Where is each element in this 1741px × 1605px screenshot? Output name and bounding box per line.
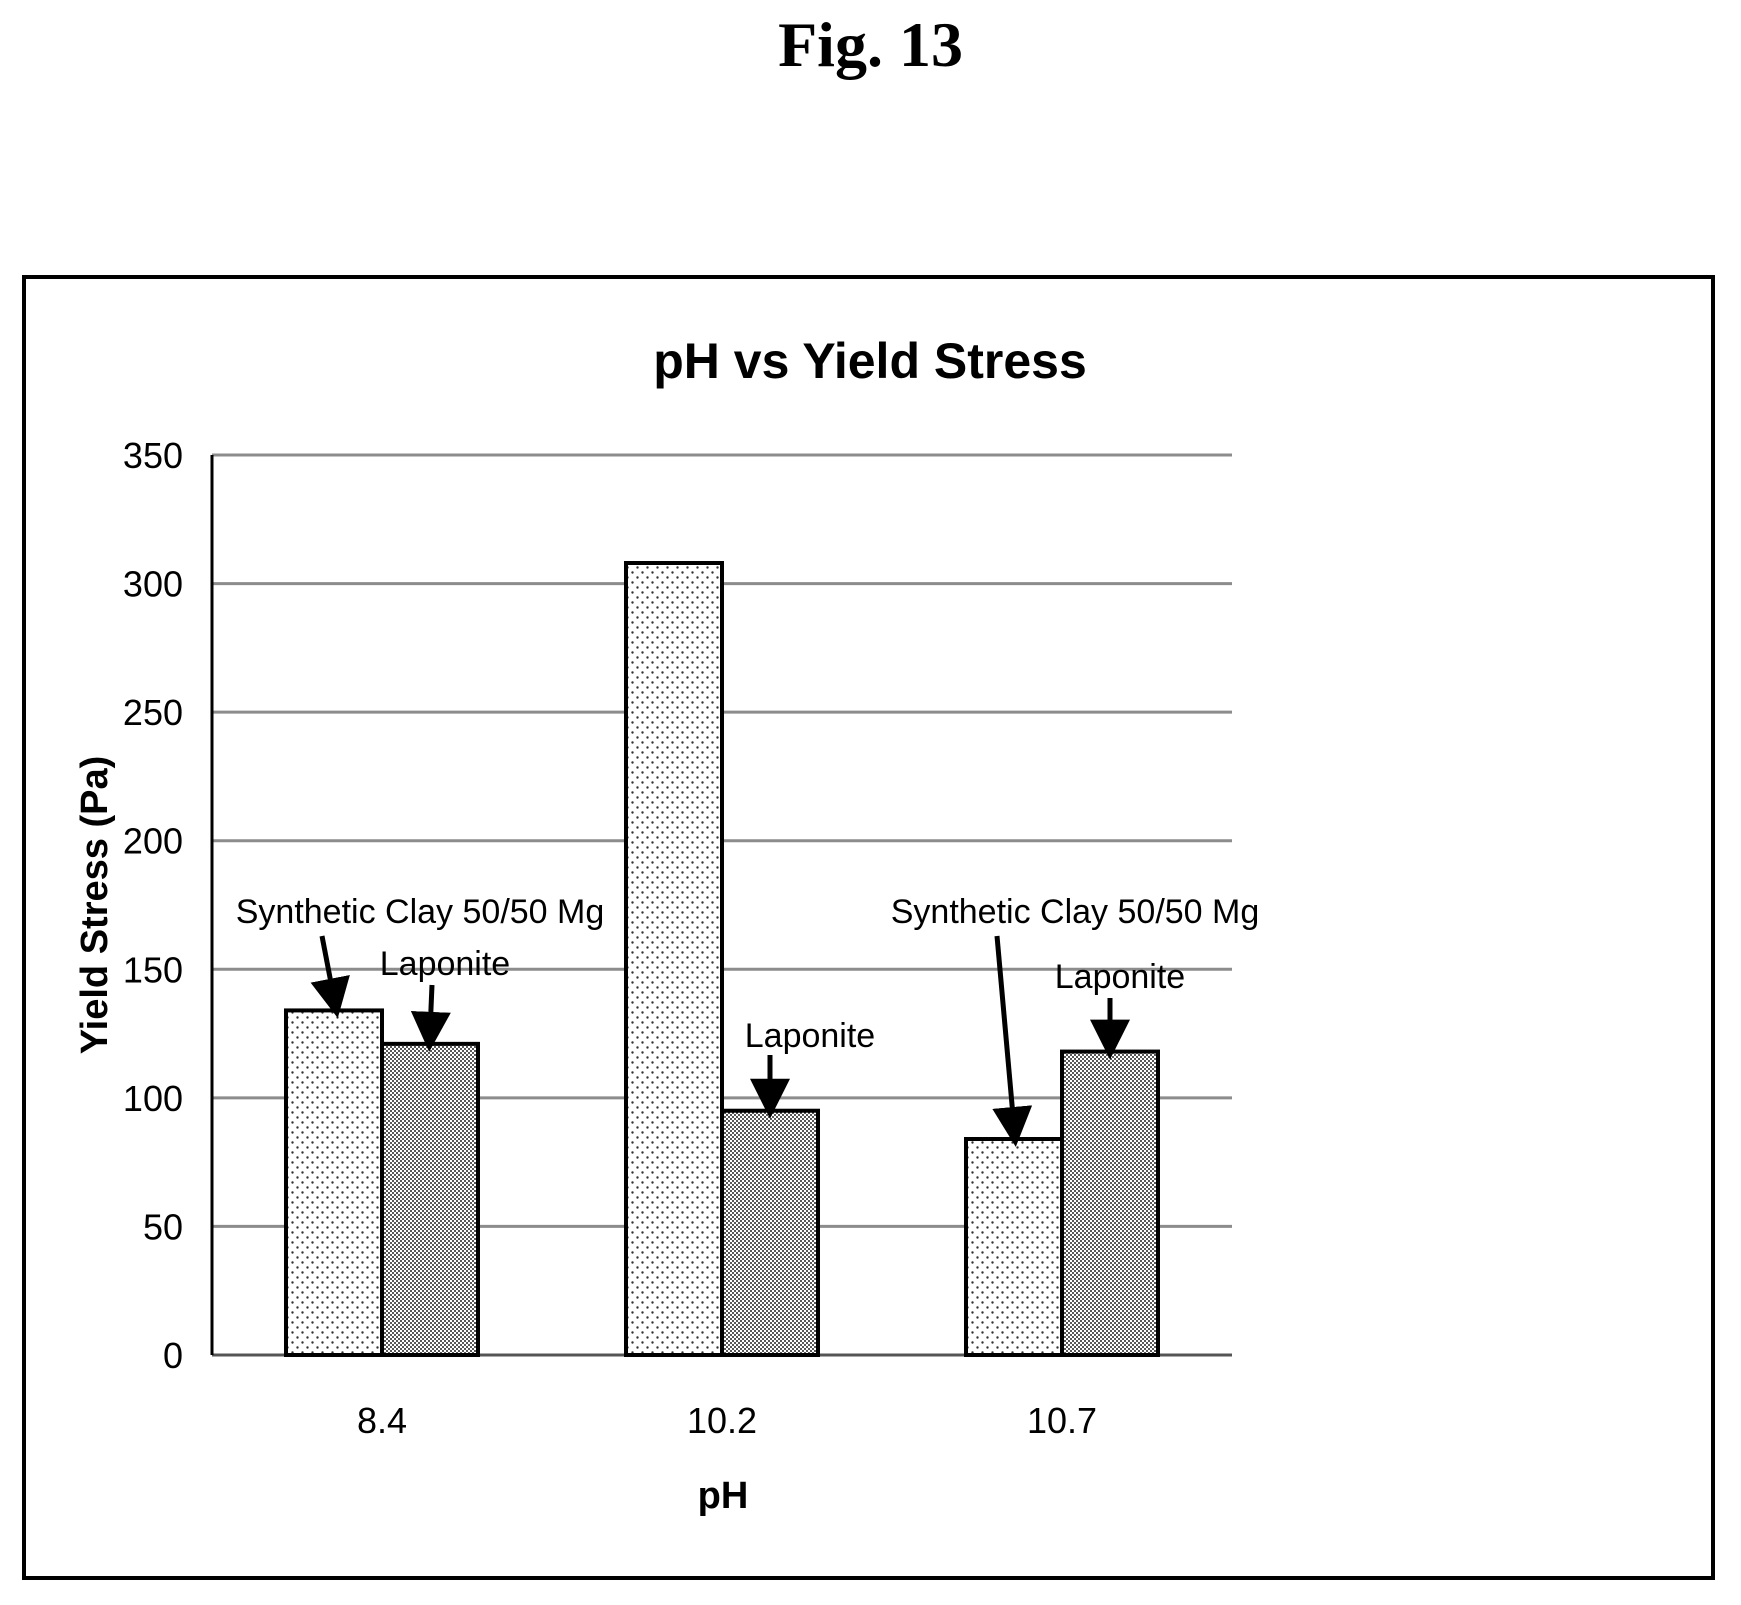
chart-title: pH vs Yield Stress xyxy=(653,333,1087,389)
y-tick-label: 0 xyxy=(163,1335,183,1376)
annotation-arrow xyxy=(410,984,451,1052)
annotation-label: Laponite xyxy=(1055,958,1185,996)
y-tick-label: 50 xyxy=(143,1206,183,1247)
annotation-arrow xyxy=(310,935,350,1019)
bar xyxy=(284,1008,384,1358)
y-tick-label: 350 xyxy=(123,435,183,476)
y-tick-label: 200 xyxy=(123,821,183,862)
bars xyxy=(284,561,1160,1358)
annotation-label: Synthetic Clay 50/50 Mg xyxy=(891,893,1260,931)
x-tick-label: 8.4 xyxy=(357,1400,407,1441)
bar xyxy=(624,561,724,1357)
annotation-arrow xyxy=(992,935,1033,1147)
annotation-label: Synthetic Clay 50/50 Mg xyxy=(236,893,605,931)
y-tick-label: 150 xyxy=(123,949,183,990)
y-tick-label: 300 xyxy=(123,564,183,605)
x-tick-label: 10.2 xyxy=(687,1400,757,1441)
figure-label: Fig. 13 xyxy=(778,9,963,80)
y-axis-label: Yield Stress (Pa) xyxy=(74,756,116,1055)
chart-frame xyxy=(22,275,1715,1580)
y-tick-label: 250 xyxy=(123,692,183,733)
y-tick-labels: 0 50 100 150 200 250 300 350 xyxy=(123,435,183,1376)
bar xyxy=(1060,1049,1160,1357)
x-tick-label: 10.7 xyxy=(1027,1400,1097,1441)
annotations: Synthetic Clay 50/50 Mg Laponite Laponite S… xyxy=(236,893,1260,1147)
annotation-label: Laponite xyxy=(380,945,510,983)
x-tick-labels: 8.4 10.2 10.7 xyxy=(357,1400,1097,1441)
annotation-label: Laponite xyxy=(745,1017,875,1055)
y-tick-label: 100 xyxy=(123,1078,183,1119)
x-axis-label: pH xyxy=(698,1475,749,1517)
